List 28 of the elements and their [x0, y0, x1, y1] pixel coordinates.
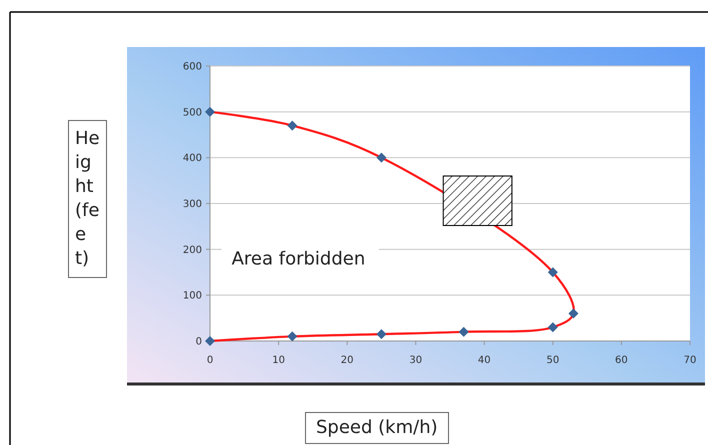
point — [287, 120, 298, 131]
y-axis-title: Height (feet) — [68, 120, 107, 278]
x-tick-label: 30 — [409, 355, 422, 366]
point — [548, 267, 558, 278]
x-tick-label: 20 — [340, 355, 354, 366]
y-tick-label: 300 — [182, 199, 202, 210]
point — [548, 322, 558, 332]
x-tick-label: 10 — [272, 355, 285, 366]
point — [376, 329, 386, 340]
y-tick-label: 600 — [182, 62, 202, 72]
y-tick-label: 0 — [196, 336, 202, 348]
point — [205, 106, 215, 117]
x-tick-label: 0 — [206, 355, 214, 366]
point — [376, 152, 386, 163]
y-tick-label: 500 — [182, 107, 202, 118]
point — [568, 308, 578, 318]
point — [458, 326, 469, 337]
x-tick-label: 60 — [615, 355, 628, 366]
y-tick-label: 400 — [182, 153, 202, 164]
point — [205, 336, 215, 346]
y-tick-label: 200 — [182, 244, 202, 256]
point — [287, 331, 298, 342]
y-tick-label: 100 — [182, 290, 202, 302]
x-tick-label: 50 — [546, 355, 560, 366]
x-axis-title: Speed (km/h) — [305, 412, 449, 444]
x-tick-label: 70 — [684, 355, 696, 366]
x-tick-label: 40 — [478, 355, 491, 366]
annotation: Area forbidden — [232, 248, 366, 270]
